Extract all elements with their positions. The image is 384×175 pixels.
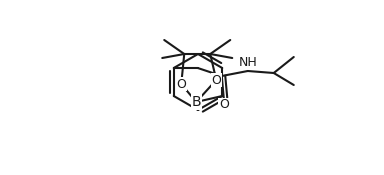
Text: B: B <box>192 95 201 109</box>
Text: NH: NH <box>238 55 257 68</box>
Text: O: O <box>176 78 186 90</box>
Text: O: O <box>211 74 221 86</box>
Text: O: O <box>219 99 229 111</box>
